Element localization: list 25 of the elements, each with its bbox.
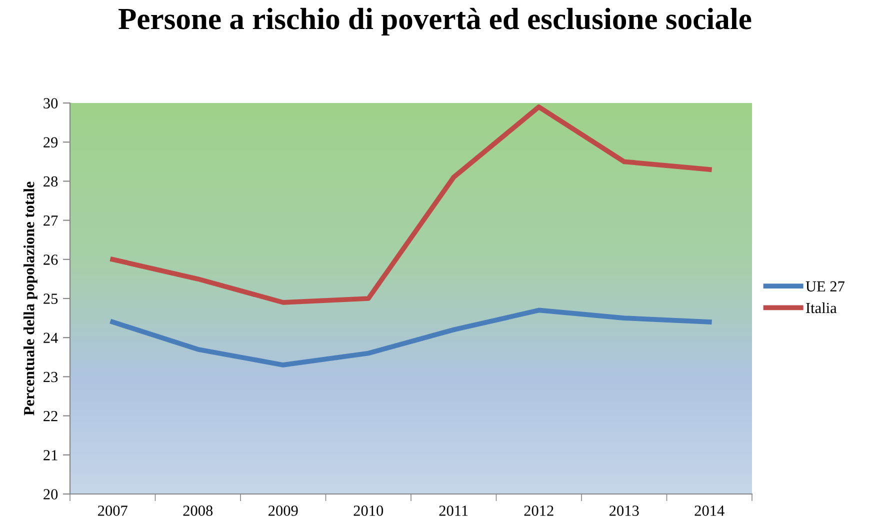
legend-label: UE 27 bbox=[806, 281, 844, 292]
y-tick-label: 30 bbox=[44, 98, 58, 108]
x-tick-label: 2009 bbox=[268, 506, 298, 516]
y-tick-label: 21 bbox=[44, 450, 58, 460]
y-tick-label: 20 bbox=[44, 489, 58, 500]
x-tick-label: 2007 bbox=[98, 506, 128, 516]
line-series bbox=[110, 104, 712, 305]
x-tick-label: 2008 bbox=[183, 506, 213, 516]
x-tick-label: 2012 bbox=[524, 506, 554, 516]
y-tick-label: 27 bbox=[44, 215, 58, 226]
y-axis-title: Percentuale della popolazione totale bbox=[24, 182, 38, 416]
y-tick-label: 28 bbox=[44, 176, 58, 187]
x-tick-label: 2010 bbox=[354, 506, 384, 516]
y-tick-label: 25 bbox=[44, 294, 58, 304]
y-tick-label: 22 bbox=[44, 410, 58, 422]
x-tick-label: 2013 bbox=[610, 506, 639, 516]
x-tick-label: 2011 bbox=[439, 506, 468, 516]
line-series bbox=[110, 308, 712, 368]
y-tick-label: 29 bbox=[44, 137, 58, 148]
y-tick-label: 24 bbox=[44, 332, 58, 343]
x-tick-label: 2014 bbox=[694, 506, 724, 516]
legend-label: Italia bbox=[806, 302, 837, 314]
chart-title: Persone a rischio di povertà ed esclusione sociale bbox=[118, 8, 752, 36]
y-tick-label: 26 bbox=[44, 254, 58, 265]
y-tick-label: 23 bbox=[44, 372, 58, 382]
